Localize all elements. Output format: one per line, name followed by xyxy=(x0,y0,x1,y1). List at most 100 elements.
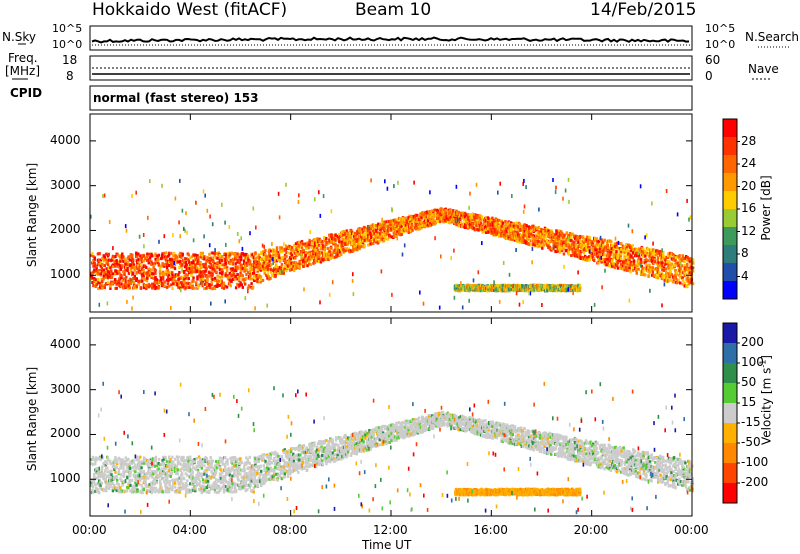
range-cell xyxy=(90,253,93,257)
range-cell xyxy=(107,266,110,270)
range-cell xyxy=(256,275,259,279)
range-cell xyxy=(99,272,102,276)
range-cell xyxy=(314,259,318,263)
range-cell xyxy=(211,287,214,291)
range-cell xyxy=(688,271,692,275)
range-cell xyxy=(399,220,403,224)
range-cell xyxy=(205,267,208,271)
range-cell xyxy=(613,262,616,266)
range-cell xyxy=(503,231,506,235)
range-cell xyxy=(126,261,129,265)
range-cell xyxy=(150,268,153,272)
range-cell xyxy=(504,227,508,231)
range-cell xyxy=(120,277,123,281)
range-cell xyxy=(498,230,501,234)
range-cell xyxy=(94,285,97,288)
range-cell xyxy=(186,273,189,277)
range-cell xyxy=(267,277,271,281)
range-cell xyxy=(302,264,305,268)
range-cell xyxy=(664,255,667,259)
range-cell xyxy=(390,220,393,224)
range-cell xyxy=(574,246,578,250)
range-cell xyxy=(481,225,484,229)
range-cell xyxy=(114,264,117,268)
range-cell xyxy=(201,279,204,283)
range-cell xyxy=(315,252,319,256)
range-cell xyxy=(247,285,251,289)
range-cell xyxy=(216,265,219,269)
range-cell xyxy=(604,258,608,261)
range-cell xyxy=(392,229,395,233)
range-cell xyxy=(493,221,496,225)
cpid-label: CPID xyxy=(10,86,43,100)
range-cell xyxy=(111,272,115,276)
range-cell xyxy=(139,286,143,290)
range-cell xyxy=(146,252,149,256)
range-cell xyxy=(224,272,228,275)
range-cell xyxy=(479,221,483,225)
range-cell xyxy=(516,225,520,229)
range-cell xyxy=(203,257,206,261)
range-cell xyxy=(478,286,481,290)
range-cell xyxy=(382,234,386,238)
range-cell xyxy=(471,227,474,231)
range-cell xyxy=(213,267,217,271)
range-cell xyxy=(133,284,136,288)
range-cell xyxy=(683,264,687,268)
range-cell xyxy=(482,286,485,290)
range-cell xyxy=(466,222,470,226)
radar-title: Hokkaido West (fitACF) xyxy=(92,0,288,20)
range-cell xyxy=(335,255,338,259)
range-cell xyxy=(461,288,465,292)
range-cell xyxy=(222,286,226,290)
range-cell xyxy=(475,219,478,223)
range-cell xyxy=(132,282,136,286)
range-cell xyxy=(91,272,94,276)
range-cell xyxy=(128,280,131,283)
range-cell xyxy=(686,276,689,280)
range-cell xyxy=(656,270,660,274)
range-cell xyxy=(527,225,530,229)
range-cell xyxy=(548,245,552,249)
range-cell xyxy=(621,244,625,248)
range-cell xyxy=(439,220,442,224)
range-cell xyxy=(528,232,531,236)
range-cell xyxy=(106,273,110,277)
range-cell xyxy=(616,241,619,245)
range-cell xyxy=(656,249,659,253)
range-cell xyxy=(178,282,181,286)
range-cell xyxy=(168,276,172,279)
range-cell xyxy=(103,255,106,259)
range-cell xyxy=(319,247,323,251)
range-cell xyxy=(563,233,566,237)
range-cell xyxy=(330,251,334,254)
range-cell xyxy=(635,251,638,255)
range-cell xyxy=(114,281,117,284)
range-cell xyxy=(632,248,635,251)
range-cell xyxy=(320,251,324,255)
range-cell xyxy=(101,269,104,273)
range-cell xyxy=(464,223,467,227)
range-cell xyxy=(265,258,268,262)
range-cell xyxy=(210,264,213,268)
range-cell xyxy=(288,268,292,272)
range-cell xyxy=(376,227,380,231)
range-cell xyxy=(246,254,250,258)
range-cell xyxy=(683,257,687,260)
range-cell xyxy=(678,257,681,261)
range-cell xyxy=(230,251,233,255)
range-cell xyxy=(117,281,120,285)
range-cell xyxy=(148,256,152,260)
range-cell xyxy=(691,258,695,262)
range-cell xyxy=(95,267,98,271)
range-cell xyxy=(626,250,629,254)
range-cell xyxy=(154,268,157,272)
range-cell xyxy=(686,255,689,259)
range-cell xyxy=(373,224,376,228)
range-cell xyxy=(94,278,97,282)
range-cell xyxy=(157,285,161,289)
range-cell xyxy=(119,264,122,268)
range-cell xyxy=(592,243,595,247)
range-cell xyxy=(259,268,263,272)
range-cell xyxy=(284,248,287,252)
